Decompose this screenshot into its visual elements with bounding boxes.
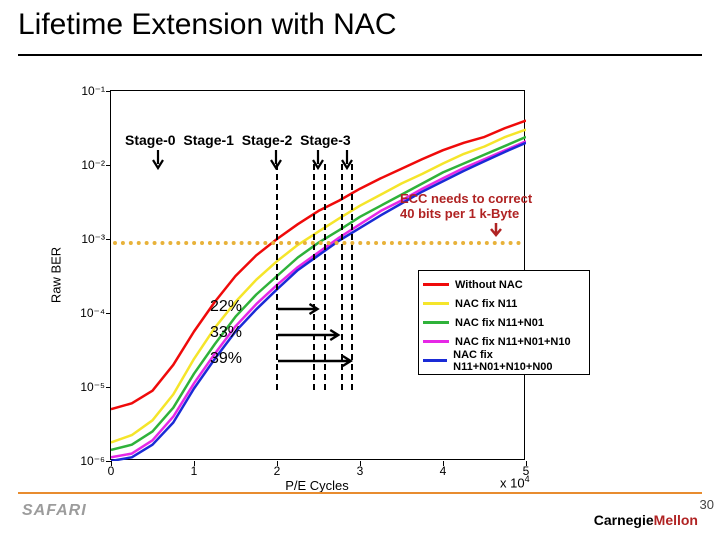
slide-title: Lifetime Extension with NAC xyxy=(18,8,397,42)
legend-item: NAC fix N11+N01+N10+N00 xyxy=(423,351,585,370)
percent-label: 39% xyxy=(210,350,242,368)
title-rule xyxy=(18,54,702,56)
x-tick-label: 0 xyxy=(108,464,115,478)
legend: Without NACNAC fix N11NAC fix N11+N01 NAC… xyxy=(418,270,590,375)
x-axis-multiplier: x 104 xyxy=(500,474,530,490)
y-tick-label: 10⁻⁵ xyxy=(65,380,105,394)
ecc-threshold-line xyxy=(113,241,521,245)
percent-label: 33% xyxy=(210,324,242,342)
arrow-down-icon xyxy=(151,150,165,177)
legend-item: NAC fix N11+N01 xyxy=(423,313,585,332)
footer-right-logo: CarnegieMellon xyxy=(594,512,698,528)
stage-labels: Stage-0 Stage-1 Stage-2 Stage-3 xyxy=(125,132,351,148)
y-tick-label: 10⁻⁶ xyxy=(65,454,105,468)
page-number: 30 xyxy=(700,497,714,512)
y-tick-label: 10⁻¹ xyxy=(65,84,105,98)
y-tick-label: 10⁻³ xyxy=(65,232,105,246)
y-axis-label: Raw BER xyxy=(49,247,64,303)
ecc-arrow-down-icon xyxy=(488,223,504,244)
x-tick-label: 3 xyxy=(357,464,364,478)
arrow-right-icon xyxy=(278,328,344,347)
arrow-right-icon xyxy=(278,354,357,373)
percent-label: 22% xyxy=(210,298,242,316)
footer-rule xyxy=(18,492,702,494)
footer-left-logo: SAFARI xyxy=(22,502,87,520)
arrow-right-icon xyxy=(278,302,324,321)
legend-item: NAC fix N11 xyxy=(423,294,585,313)
slide: Lifetime Extension with NAC Raw BER 10⁻⁶… xyxy=(0,0,720,540)
y-tick-label: 10⁻² xyxy=(65,158,105,172)
x-tick-label: 2 xyxy=(274,464,281,478)
legend-item: Without NAC xyxy=(423,275,585,294)
x-tick-label: 4 xyxy=(440,464,447,478)
ecc-annotation: ECC needs to correct 40 bits per 1 k-Byt… xyxy=(400,192,532,222)
x-axis-label: P/E Cycles xyxy=(285,478,349,493)
y-tick-label: 10⁻⁴ xyxy=(65,306,105,320)
x-tick-label: 1 xyxy=(191,464,198,478)
